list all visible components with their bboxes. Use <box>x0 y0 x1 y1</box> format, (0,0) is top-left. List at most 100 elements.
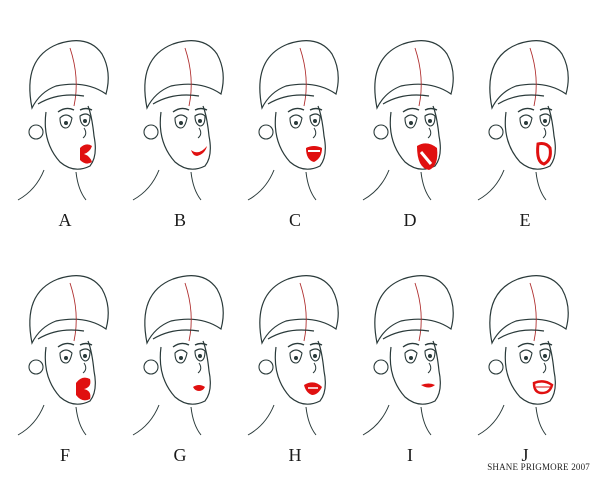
hat-outline <box>374 40 454 110</box>
left-eye <box>519 349 533 364</box>
hat-construction-line <box>184 47 192 107</box>
hat-band <box>382 94 430 105</box>
left-eye <box>59 349 73 364</box>
frame-label: C <box>288 210 301 230</box>
hat-band <box>497 329 545 340</box>
frame-label: G <box>173 445 187 465</box>
mouth-shape <box>421 383 435 388</box>
ear <box>143 124 159 140</box>
ear <box>143 359 159 375</box>
hat-construction-line <box>529 282 537 342</box>
hat-band <box>382 329 430 340</box>
face-outline <box>389 105 441 170</box>
nose <box>312 127 317 139</box>
hat-outline <box>29 275 109 345</box>
eyebrows <box>57 342 93 348</box>
hat-construction-line <box>414 47 422 107</box>
frame-label: F <box>59 445 70 465</box>
hat-band <box>267 94 315 105</box>
frame-label: H <box>288 445 302 465</box>
nose <box>82 127 87 139</box>
character-head-drawing <box>247 40 339 201</box>
mouth-shape <box>80 144 92 164</box>
nose <box>542 127 547 139</box>
eyebrows <box>57 107 93 113</box>
frame-a: A <box>10 20 120 230</box>
neck-shoulders <box>247 404 317 436</box>
mouth-shape <box>304 382 322 395</box>
frame-label: I <box>407 445 413 465</box>
face-outline <box>159 105 211 170</box>
artist-credit: SHANE PRIGMORE 2007 <box>487 462 590 472</box>
hat-construction-line <box>299 47 307 107</box>
neck-shoulders <box>132 169 202 201</box>
ear <box>28 359 44 375</box>
neck-shoulders <box>362 404 432 436</box>
eyebrows <box>402 107 438 113</box>
left-eye <box>174 349 188 364</box>
frame-d: D <box>355 20 465 230</box>
frame-c: C <box>240 20 350 230</box>
right-eye <box>194 348 206 362</box>
ear <box>373 359 389 375</box>
eyebrows <box>517 107 553 113</box>
face-outline <box>44 105 96 170</box>
left-eye <box>59 114 73 129</box>
right-eye <box>424 348 436 362</box>
nose <box>197 362 202 374</box>
hat-outline <box>144 275 224 345</box>
mouth-shape <box>417 143 438 170</box>
mouth-shape <box>191 146 207 156</box>
hat-band <box>37 329 85 340</box>
right-eye <box>79 348 91 362</box>
face-outline <box>504 105 556 170</box>
right-eye <box>539 113 551 127</box>
neck-shoulders <box>362 169 432 201</box>
right-eye <box>539 348 551 362</box>
neck-shoulders <box>17 169 87 201</box>
nose <box>542 362 547 374</box>
left-eye <box>404 114 418 129</box>
character-head-drawing <box>247 275 339 436</box>
character-head-drawing <box>362 275 454 436</box>
frame-i: I <box>355 255 465 465</box>
ear <box>258 124 274 140</box>
frame-e: E <box>470 20 580 230</box>
face-outline <box>274 105 326 170</box>
nose <box>312 362 317 374</box>
hat-construction-line <box>414 282 422 342</box>
hat-band <box>152 329 200 340</box>
hat-outline <box>259 40 339 110</box>
ear <box>488 124 504 140</box>
neck-shoulders <box>477 404 547 436</box>
frame-j: J <box>470 255 580 465</box>
ear <box>373 124 389 140</box>
hat-band <box>267 329 315 340</box>
face-outline <box>44 340 96 405</box>
left-eye <box>289 114 303 129</box>
hat-band <box>497 94 545 105</box>
hat-construction-line <box>69 47 77 107</box>
face-outline <box>274 340 326 405</box>
mouth-shape <box>532 380 554 395</box>
hat-construction-line <box>299 282 307 342</box>
character-head-drawing <box>17 275 109 436</box>
right-eye <box>309 348 321 362</box>
frame-g: G <box>125 255 235 465</box>
neck-shoulders <box>247 169 317 201</box>
ear <box>488 359 504 375</box>
right-eye <box>79 113 91 127</box>
hat-outline <box>144 40 224 110</box>
hat-outline <box>29 40 109 110</box>
neck-shoulders <box>132 404 202 436</box>
mouth-shape <box>76 377 91 401</box>
eyebrows <box>402 342 438 348</box>
frame-label: J <box>521 445 529 465</box>
mouth-shape <box>193 385 205 391</box>
mouth-shape <box>536 142 552 166</box>
eyebrows <box>287 342 323 348</box>
frame-f: F <box>10 255 120 465</box>
character-head-drawing <box>132 40 224 201</box>
right-eye <box>194 113 206 127</box>
